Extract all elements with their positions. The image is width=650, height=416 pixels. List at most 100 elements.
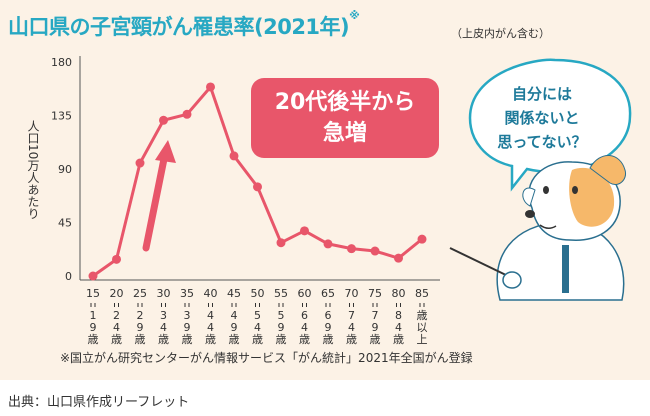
x-tick-end: 3 (184, 309, 191, 322)
x-tick-end: 歳 (417, 309, 428, 322)
x-tick-label: 45 49歳 (227, 287, 241, 346)
x-tick-end: 7 (372, 309, 379, 322)
x-tick-end: 2 (113, 309, 120, 322)
data-source-note: ※国立がん研究センターがん情報サービス「がん統計」2021年全国がん登録 (60, 351, 473, 365)
bubble-line-1: 自分には (511, 85, 572, 103)
x-tick-start: 80 (392, 287, 406, 300)
y-axis-label: 人口10万人あたり (26, 120, 40, 220)
x-tick-end: 上 (417, 333, 428, 346)
y-tick-label: 135 (51, 110, 72, 123)
x-tick-label: 60 64歳 (298, 287, 312, 346)
data-point (417, 234, 427, 244)
callout-line-1: 20代後半から (274, 90, 416, 115)
x-tick-start: 40 (204, 287, 218, 300)
x-tick-end: 6 (301, 309, 308, 322)
x-tick-end: 歳 (135, 333, 146, 346)
data-point (182, 109, 192, 119)
x-tick-end: 歳 (299, 333, 310, 346)
data-point (135, 158, 145, 168)
x-tick-start: 60 (298, 287, 312, 300)
data-point (276, 238, 286, 248)
data-point (112, 254, 121, 264)
x-tick-end: 9 (231, 321, 238, 334)
bubble-line-2: 関係ないと (504, 109, 580, 127)
x-tick-end: 1 (90, 309, 97, 322)
x-tick-end: 歳 (111, 333, 122, 346)
x-tick-end: 歳 (370, 333, 381, 346)
x-tick-end: 4 (207, 309, 214, 322)
x-tick-end: 2 (137, 309, 144, 322)
x-tick-end: 9 (90, 321, 97, 334)
x-tick-start: 75 (368, 287, 382, 300)
data-point (300, 226, 309, 236)
x-tick-end: 6 (325, 309, 332, 322)
data-point (206, 82, 215, 92)
x-tick-start: 50 (251, 287, 265, 300)
x-tick-start: 65 (321, 287, 335, 300)
source-credit: 出典：山口県作成リーフレット (8, 395, 190, 410)
x-tick-label: 30 34歳 (157, 287, 171, 346)
x-tick-label: 75 79歳 (368, 287, 382, 346)
x-tick-label: 85 歳以上 (415, 287, 429, 346)
x-tick-end: 4 (395, 321, 402, 334)
x-tick-end: 9 (325, 321, 332, 334)
x-tick-end: 4 (254, 321, 261, 334)
data-point (370, 246, 380, 256)
x-tick-end: 歳 (323, 333, 334, 346)
title-note: （上皮内がん含む） (451, 27, 550, 40)
x-tick-start: 45 (227, 287, 241, 300)
x-tick-label: 35 39歳 (180, 287, 194, 346)
speech-bubble (468, 58, 632, 192)
x-tick-start: 20 (110, 287, 124, 300)
y-tick-label: 180 (51, 56, 72, 69)
x-tick-end: 歳 (276, 333, 287, 346)
x-tick-label: 50 54歳 (251, 287, 265, 346)
x-tick-end: 歳 (158, 333, 169, 346)
x-tick-start: 55 (274, 287, 288, 300)
x-tick-end: 9 (137, 321, 144, 334)
x-tick-start: 85 (415, 287, 429, 300)
increase-arrow (142, 140, 176, 252)
x-tick-end: 5 (254, 309, 261, 322)
dog-mascot (449, 155, 627, 301)
y-tick-label: 45 (58, 217, 72, 230)
x-tick-end: 7 (348, 309, 355, 322)
x-tick-end: 以 (417, 321, 428, 334)
x-tick-end: 歳 (88, 333, 99, 346)
x-tick-end: 8 (395, 309, 402, 322)
x-tick-start: 35 (180, 287, 194, 300)
x-tick-start: 25 (133, 287, 147, 300)
x-tick-label: 20 24歳 (110, 287, 124, 346)
x-tick-end: 4 (301, 321, 308, 334)
x-tick-start: 70 (345, 287, 359, 300)
speech-bubble-text: 自分には 関係ないと 思ってない？ (482, 82, 602, 154)
data-point (323, 239, 333, 249)
data-point (88, 271, 98, 281)
chart-title: 山口県の子宮頸がん罹患率(2021年)※ (8, 9, 360, 39)
data-point (394, 253, 403, 263)
x-tick-end: 4 (207, 321, 214, 334)
data-point (229, 151, 239, 161)
x-tick-end: 5 (278, 309, 285, 322)
callout-line-2: 急増 (322, 121, 367, 146)
x-tick-end: 9 (372, 321, 379, 334)
data-point (347, 244, 356, 254)
x-tick-label: 25 29歳 (133, 287, 147, 346)
data-point (253, 182, 262, 192)
y-tick-label: 90 (58, 163, 72, 176)
x-tick-end: 4 (160, 321, 167, 334)
title-footnote-mark: ※ (349, 9, 360, 22)
x-tick-label: 80 84歳 (392, 287, 406, 346)
x-tick-end: 歳 (346, 333, 357, 346)
bubble-line-3: 思ってない？ (497, 133, 587, 151)
x-tick-end: 4 (113, 321, 120, 334)
x-tick-end: 3 (160, 309, 167, 322)
x-tick-end: 歳 (393, 333, 404, 346)
x-tick-label: 15 19歳 (86, 287, 100, 346)
x-tick-end: 4 (231, 309, 238, 322)
data-point (159, 115, 168, 125)
x-tick-end: 歳 (252, 333, 263, 346)
